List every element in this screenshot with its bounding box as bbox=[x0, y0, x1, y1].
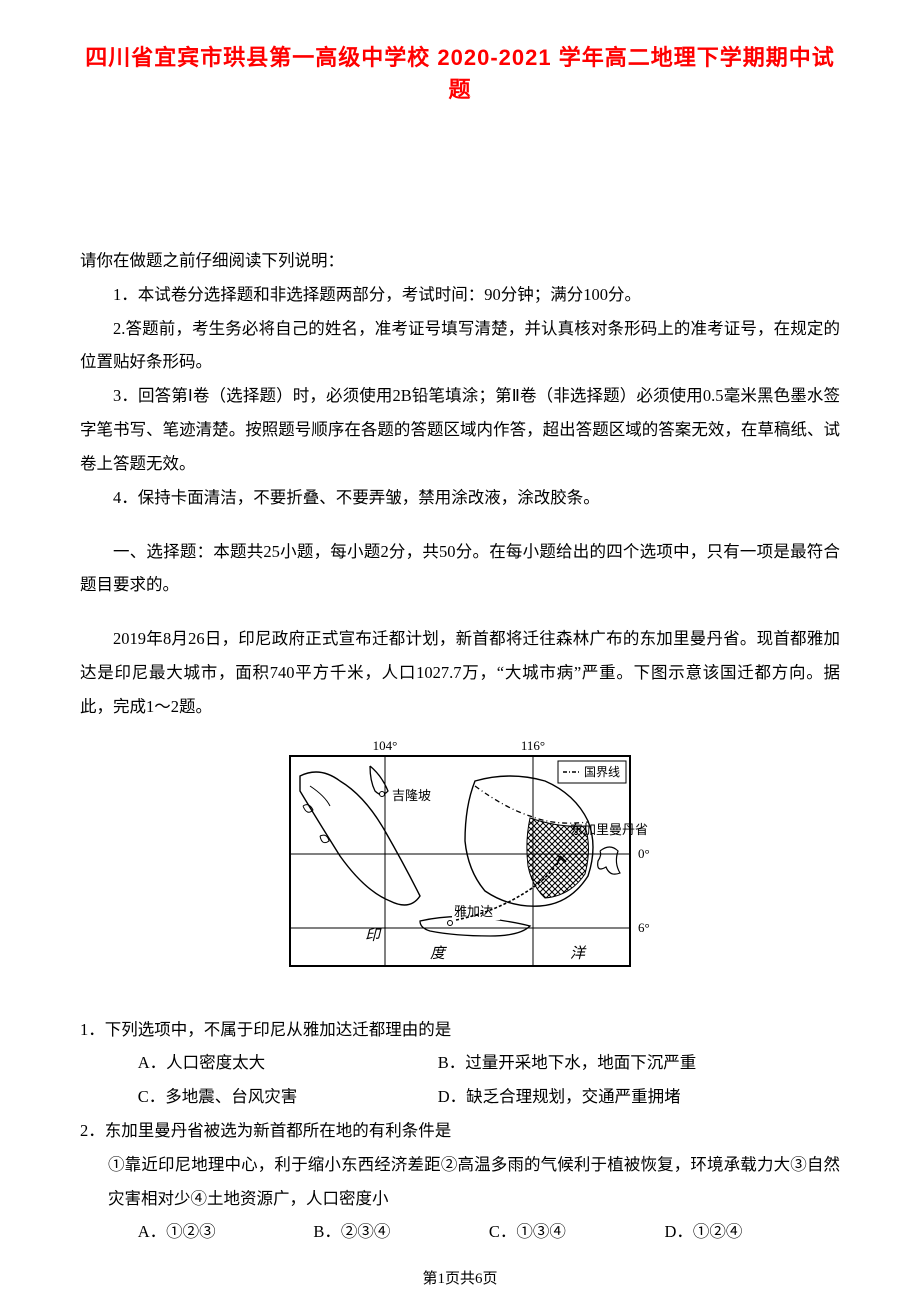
q1-stem: 1．下列选项中，不属于印尼从雅加达迁都理由的是 bbox=[80, 1013, 840, 1047]
lon-label-116: 116° bbox=[521, 738, 545, 753]
legend-label: 国界线 bbox=[584, 765, 620, 779]
q1-opt-d: D．缺乏合理规划，交通严重拥堵 bbox=[438, 1080, 840, 1114]
q2-opt-a: A．①②③ bbox=[138, 1215, 314, 1249]
q2-options: A．①②③ B．②③④ C．①③④ D．①②④ bbox=[138, 1215, 840, 1249]
q2-stem: 2．东加里曼丹省被选为新首都所在地的有利条件是 bbox=[80, 1114, 840, 1148]
passage-1: 2019年8月26日，印尼政府正式宣布迁都计划，新首都将迁往森林广布的东加里曼丹… bbox=[80, 622, 840, 723]
page-footer: 第1页共6页 bbox=[80, 1267, 840, 1288]
q2-opt-c: C．①③④ bbox=[489, 1215, 665, 1249]
instruction-2: 2.答题前，考生务必将自己的姓名，准考证号填写清楚，并认真核对条形码上的准考证号… bbox=[80, 312, 840, 380]
instruction-1: 1．本试卷分选择题和非选择题两部分，考试时间：90分钟；满分100分。 bbox=[80, 278, 840, 312]
ocean-label-3: 洋 bbox=[570, 945, 587, 962]
ocean-label-1: 印 bbox=[365, 927, 382, 944]
ocean-label-2: 度 bbox=[430, 945, 447, 962]
q1-opt-c: C．多地震、台风灾害 bbox=[138, 1080, 438, 1114]
q1-opt-a: A．人口密度太大 bbox=[138, 1046, 438, 1080]
lat-label-6: 6° bbox=[638, 920, 650, 935]
indonesia-map-svg: 104° 116° 0° 6° 国界线 bbox=[270, 736, 650, 986]
instruction-3: 3．回答第Ⅰ卷（选择题）时，必须使用2B铅笔填涂；第Ⅱ卷（非选择题）必须使用0.… bbox=[80, 379, 840, 480]
section-1-heading: 一、选择题：本题共25小题，每小题2分，共50分。在每小题给出的四个选项中，只有… bbox=[80, 535, 840, 603]
city-kl: 吉隆坡 bbox=[392, 788, 431, 803]
intro-lead: 请你在做题之前仔细阅读下列说明： bbox=[80, 244, 840, 278]
city-ekalimantan: 东加里曼丹省 bbox=[570, 822, 648, 837]
lon-label-104: 104° bbox=[373, 738, 398, 753]
q1-options-row1: A．人口密度太大 B．过量开采地下水，地面下沉严重 bbox=[138, 1046, 840, 1080]
q1-opt-b: B．过量开采地下水，地面下沉严重 bbox=[438, 1046, 840, 1080]
q1-options-row2: C．多地震、台风灾害 D．缺乏合理规划，交通严重拥堵 bbox=[138, 1080, 840, 1114]
q2-conditions: ①靠近印尼地理中心，利于缩小东西经济差距②高温多雨的气候利于植被恢复，环境承载力… bbox=[108, 1148, 840, 1216]
instruction-4: 4．保持卡面清洁，不要折叠、不要弄皱，禁用涂改液，涂改胶条。 bbox=[80, 481, 840, 515]
exam-page: 四川省宜宾市珙县第一高级中学校 2020-2021 学年高二地理下学期期中试题 … bbox=[0, 0, 920, 1308]
q2-opt-b: B．②③④ bbox=[313, 1215, 489, 1249]
lat-label-0: 0° bbox=[638, 846, 650, 861]
q2-opt-d: D．①②④ bbox=[664, 1215, 840, 1249]
map-figure: 104° 116° 0° 6° 国界线 bbox=[80, 736, 840, 991]
exam-title: 四川省宜宾市珙县第一高级中学校 2020-2021 学年高二地理下学期期中试题 bbox=[80, 40, 840, 104]
